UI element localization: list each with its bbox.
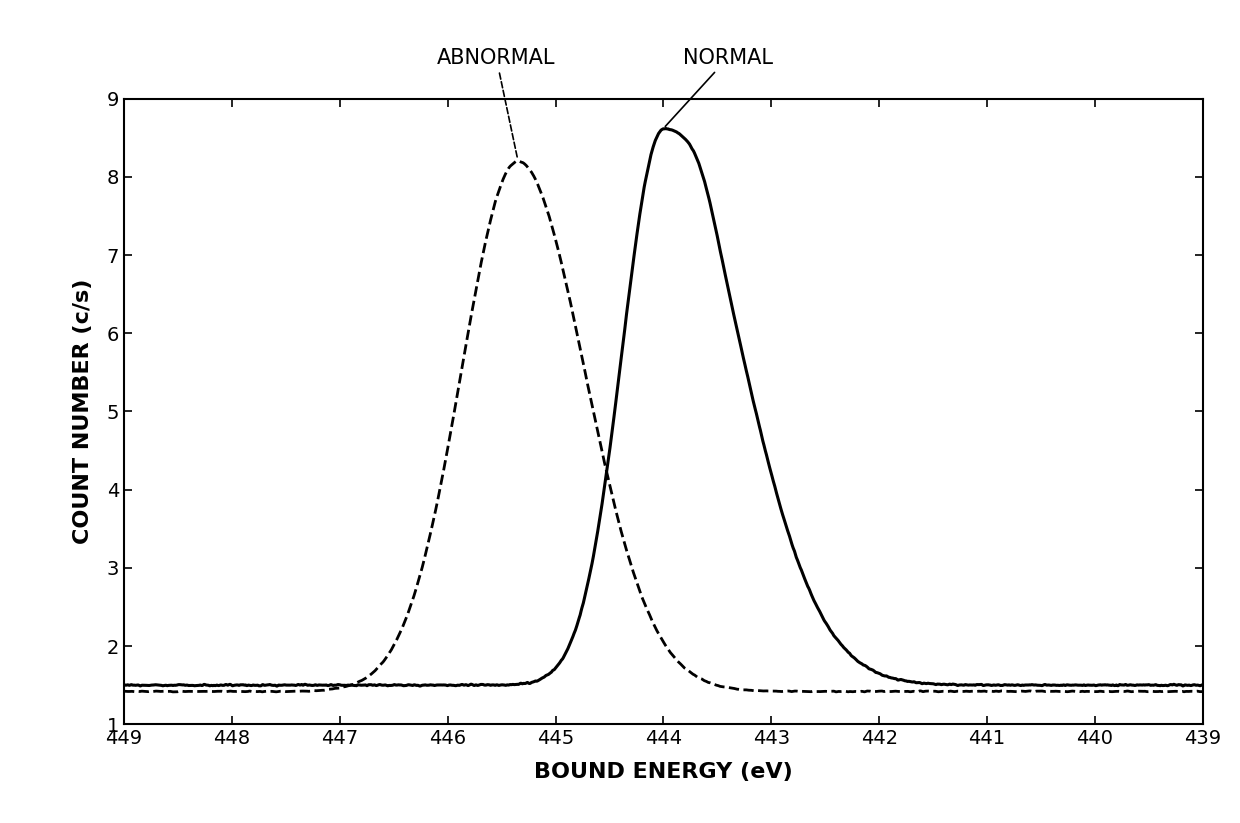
Text: NORMAL: NORMAL [666,48,773,127]
Y-axis label: COUNT NUMBER (c/s): COUNT NUMBER (c/s) [73,279,93,544]
Text: ABNORMAL: ABNORMAL [436,48,556,157]
X-axis label: BOUND ENERGY (eV): BOUND ENERGY (eV) [534,762,792,782]
